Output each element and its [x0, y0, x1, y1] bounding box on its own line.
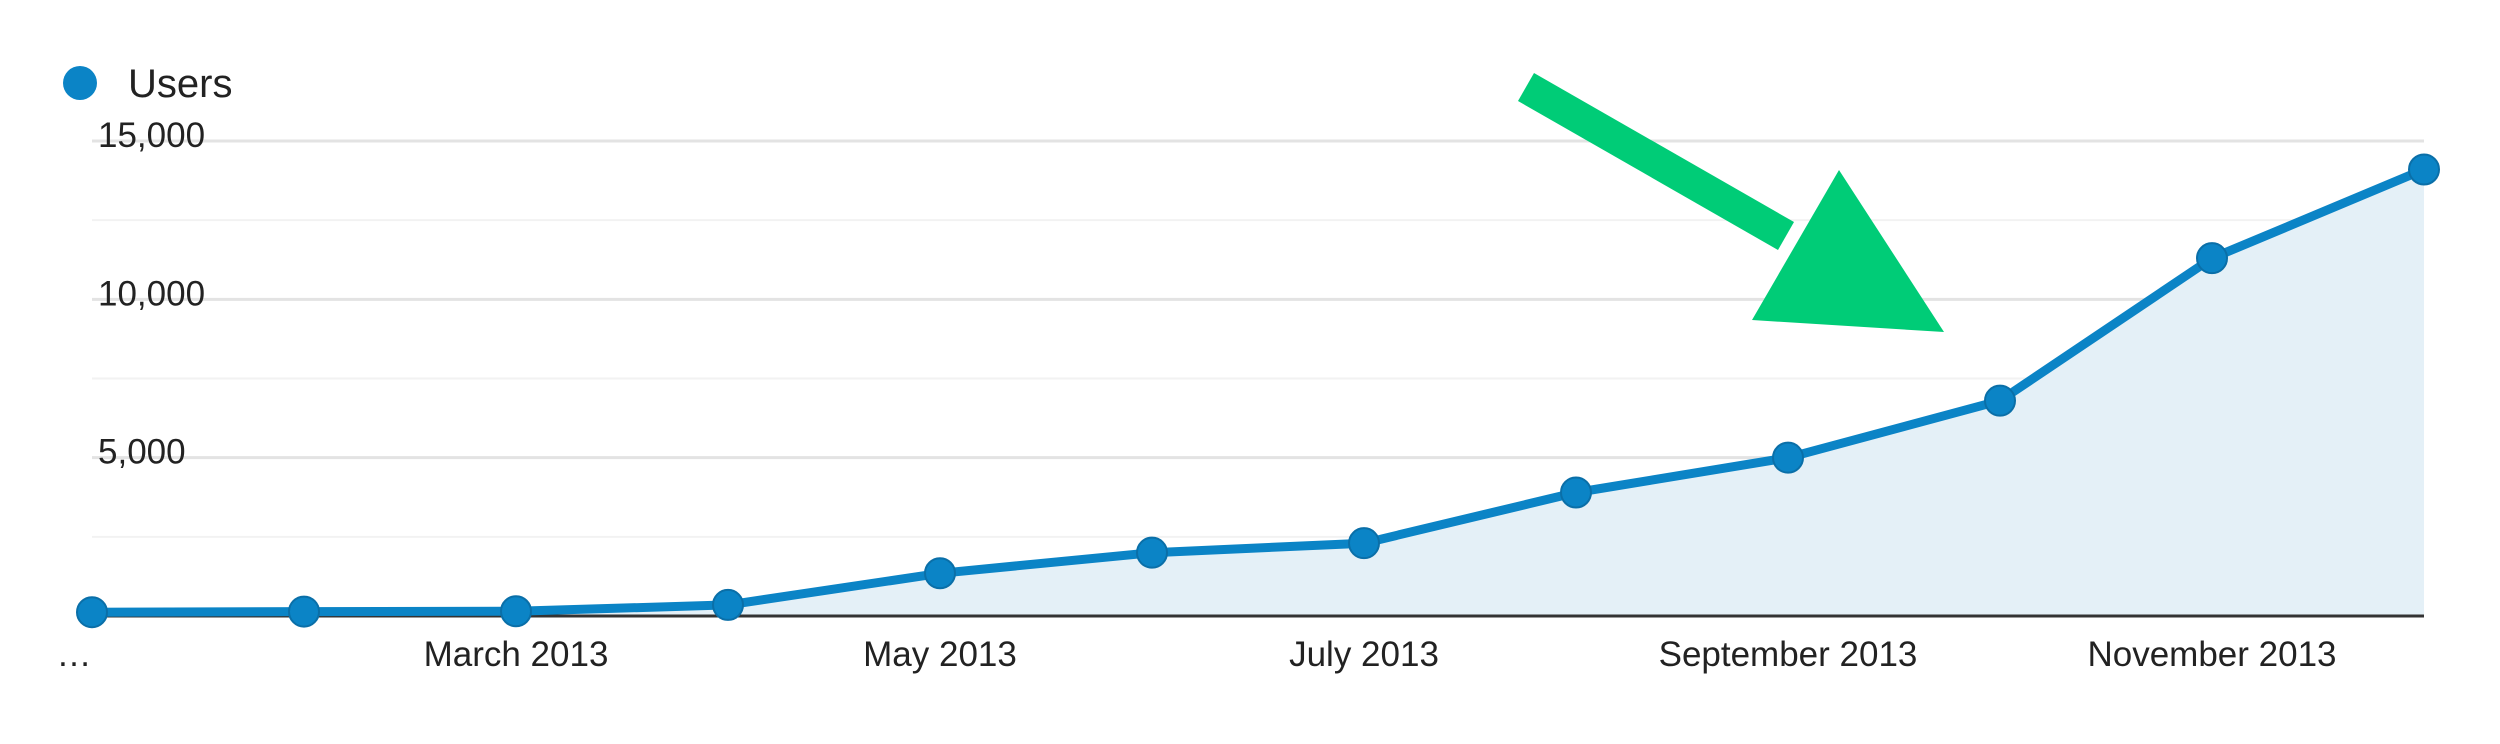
x-tick-label: September 2013 — [1659, 635, 1918, 674]
y-tick-label: 10,000 — [98, 274, 205, 313]
legend[interactable]: Users — [63, 62, 232, 106]
grid-lines — [92, 139, 2424, 538]
series-line-layer — [87, 165, 2429, 617]
data-points — [76, 153, 2440, 629]
data-point-9[interactable] — [1772, 441, 1804, 474]
data-point-10[interactable] — [1984, 384, 2016, 417]
x-tick-label: May 2013 — [863, 635, 1017, 674]
series-area-users — [92, 169, 2424, 616]
data-point-5[interactable] — [924, 557, 956, 590]
data-point-6[interactable] — [1136, 536, 1168, 569]
x-tick-label: July 2013 — [1289, 635, 1439, 674]
legend-dot-users[interactable] — [63, 66, 97, 100]
x-tick-label: March 2013 — [424, 635, 609, 674]
y-tick-label: 15,000 — [98, 116, 205, 155]
area-fill-layer — [92, 169, 2424, 616]
x-tick-label: November 2013 — [2087, 635, 2336, 674]
data-point-4[interactable] — [712, 588, 744, 621]
data-point-2[interactable] — [288, 595, 320, 628]
y-tick-label: 5,000 — [98, 433, 186, 472]
x-tick-label: … — [57, 635, 92, 674]
legend-label-users[interactable]: Users — [128, 62, 232, 106]
arrow-shaft — [1518, 73, 1794, 250]
annotation-arrow — [1518, 73, 1944, 332]
data-point-3[interactable] — [500, 595, 532, 628]
data-point-11[interactable] — [2196, 242, 2228, 275]
arrow-head — [1752, 170, 1944, 332]
data-point-1[interactable] — [76, 596, 108, 629]
data-point-8[interactable] — [1560, 476, 1592, 509]
x-tick-labels: … March 2013 May 2013 July 2013 September 20… — [57, 635, 2337, 674]
data-point-7[interactable] — [1348, 527, 1380, 560]
data-point-12[interactable] — [2408, 153, 2440, 186]
y-tick-labels: 5,000 10,000 15,000 — [98, 116, 205, 472]
series-line-users — [87, 165, 2429, 617]
